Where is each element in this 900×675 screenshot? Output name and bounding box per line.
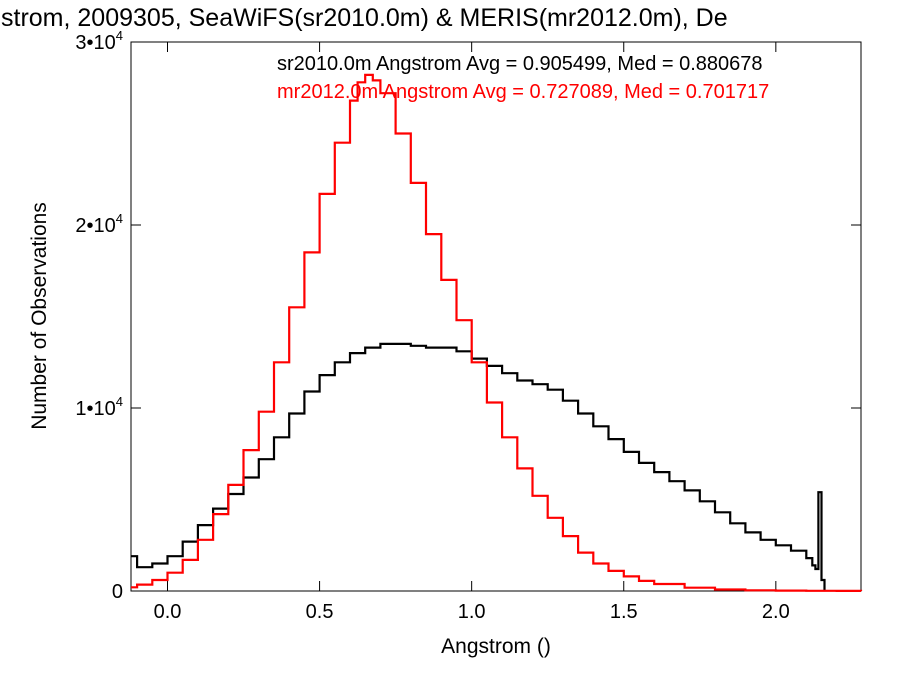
x-axis-label: Angstrom () — [441, 635, 551, 658]
chart-title: strom, 2009305, SeaWiFS(sr2010.0m) & MER… — [1, 4, 728, 32]
series-layer — [131, 73, 863, 592]
x-tick-label: 0.0 — [154, 601, 182, 623]
y-axis-label: Number of Observations — [28, 202, 51, 430]
x-tick-label: 2.0 — [762, 601, 790, 623]
y-tick-label: 0 — [112, 581, 123, 603]
y-tick-label: 3•104 — [75, 28, 123, 54]
x-axis-ticks: 0.0 0.5 1.0 1.5 2.0 — [154, 42, 790, 623]
x-tick-label: 0.5 — [306, 601, 334, 623]
legend-entry-mr2012: mr2012.0m Angstrom Avg = 0.727089, Med =… — [277, 81, 769, 103]
plot-frame — [130, 41, 862, 592]
series-line-sr2010 — [131, 342, 826, 591]
x-tick-label: 1.5 — [610, 601, 638, 623]
y-tick-label: 2•104 — [75, 211, 123, 237]
y-axis-ticks: 0 1•104 2•104 3•104 — [75, 28, 861, 603]
legend-entry-sr2010: sr2010.0m Angstrom Avg = 0.905499, Med =… — [277, 53, 763, 75]
y-tick-label: 1•104 — [75, 394, 123, 420]
series-line-mr2012 — [131, 73, 863, 592]
x-tick-label: 1.0 — [458, 601, 486, 623]
